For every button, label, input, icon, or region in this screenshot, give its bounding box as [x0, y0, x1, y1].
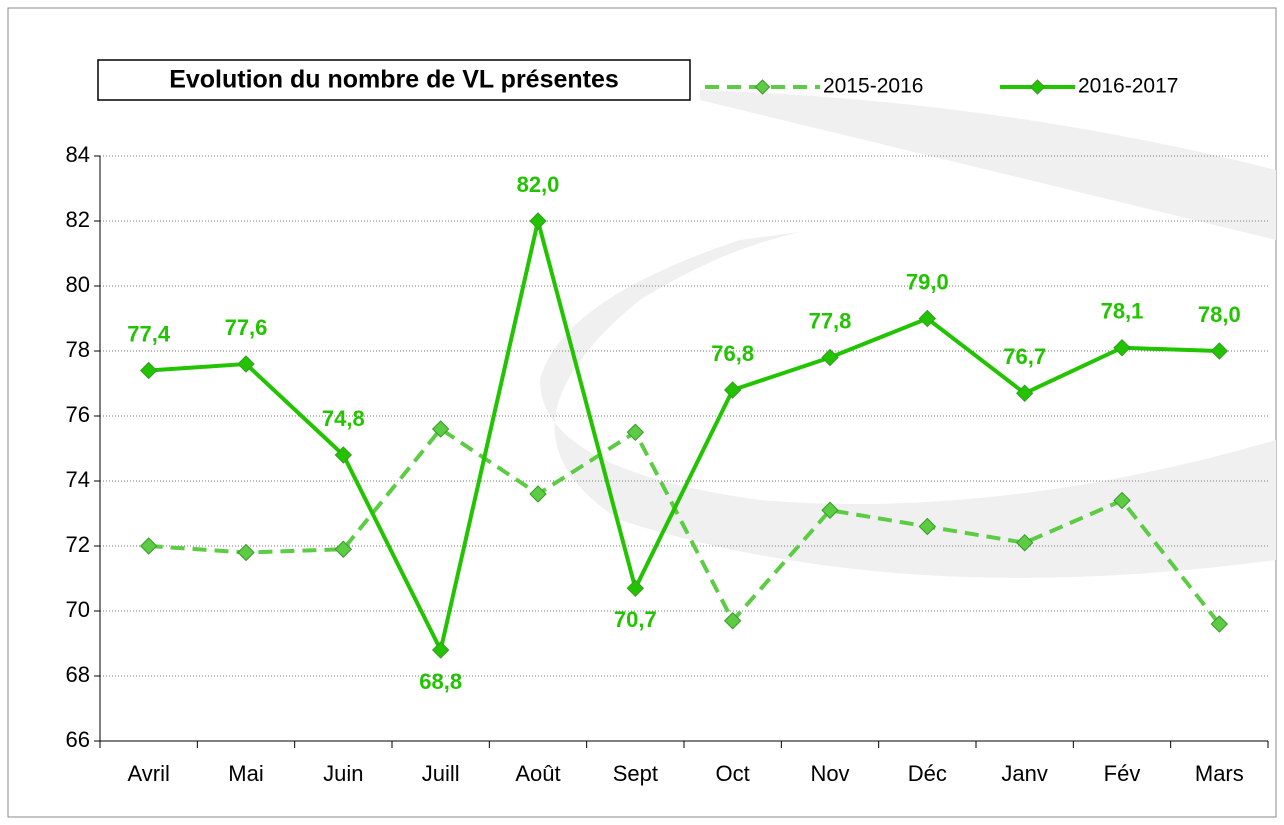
data-label: 70,7 [614, 607, 657, 632]
data-label: 79,0 [906, 269, 949, 294]
data-label: 74,8 [322, 406, 365, 431]
data-point [723, 612, 742, 630]
data-label: 77,6 [225, 315, 268, 340]
data-point [1210, 615, 1229, 633]
data-point [139, 361, 158, 380]
legend-marker [1029, 79, 1046, 95]
data-point [821, 348, 839, 367]
data-point [237, 355, 255, 373]
data-point [431, 641, 450, 659]
x-tick-label: Août [515, 761, 560, 786]
x-tick-label: Juin [323, 761, 363, 786]
x-tick-label: Fév [1104, 761, 1141, 786]
data-point [431, 420, 450, 438]
data-label: 77,4 [127, 321, 171, 346]
data-label: 78,1 [1101, 299, 1144, 324]
watermark [540, 90, 1276, 578]
data-label: 68,8 [419, 669, 462, 694]
x-tick-label: Déc [908, 761, 947, 786]
data-point [334, 540, 353, 558]
x-tick-label: Juill [422, 761, 460, 786]
data-point [237, 543, 255, 562]
x-tick-label: Mars [1195, 761, 1244, 786]
legend-label: 2015-2016 [823, 75, 923, 98]
y-tick-label: 78 [66, 337, 90, 362]
y-tick-label: 72 [66, 532, 90, 557]
data-point [139, 537, 158, 555]
data-point [1113, 339, 1131, 357]
x-tick-label: Mai [228, 761, 263, 786]
data-point [626, 423, 645, 441]
y-tick-label: 84 [66, 142, 90, 167]
data-label: 76,7 [1003, 344, 1046, 369]
data-point [1015, 534, 1034, 552]
data-point [821, 501, 839, 519]
y-tick-label: 76 [66, 402, 90, 427]
data-point [529, 485, 547, 503]
title-box [97, 59, 691, 101]
x-tick-label: Avril [127, 761, 169, 786]
data-label: 82,0 [517, 172, 560, 197]
x-tick-label: Janv [1001, 761, 1047, 786]
y-tick-label: 66 [66, 727, 90, 752]
x-tick-label: Nov [810, 761, 849, 786]
data-point [918, 309, 937, 328]
data-point [1210, 342, 1229, 360]
data-point [626, 579, 645, 597]
chart-border [7, 7, 1277, 818]
data-label: 76,8 [711, 341, 754, 366]
data-point [918, 517, 937, 536]
y-tick-label: 82 [66, 207, 90, 232]
series-line [148, 426, 1221, 626]
x-tick-label: Sept [613, 761, 658, 786]
y-tick-label: 80 [66, 272, 90, 297]
data-point [1113, 491, 1131, 510]
data-label: 77,8 [809, 308, 852, 333]
chart-title: Evolution du nombre de VL présentes [169, 66, 619, 94]
x-tick-label: Oct [716, 761, 750, 786]
data-point [334, 446, 353, 464]
data-point [723, 381, 742, 399]
series-line [148, 220, 1220, 656]
y-tick-label: 70 [66, 597, 90, 622]
legend-label: 2016-2017 [1078, 75, 1178, 98]
data-label: 78,0 [1198, 302, 1241, 327]
data-point [1015, 384, 1034, 402]
legend-marker [754, 79, 771, 95]
y-tick-label: 68 [66, 662, 90, 687]
y-tick-label: 74 [66, 467, 90, 492]
data-point [529, 212, 547, 230]
